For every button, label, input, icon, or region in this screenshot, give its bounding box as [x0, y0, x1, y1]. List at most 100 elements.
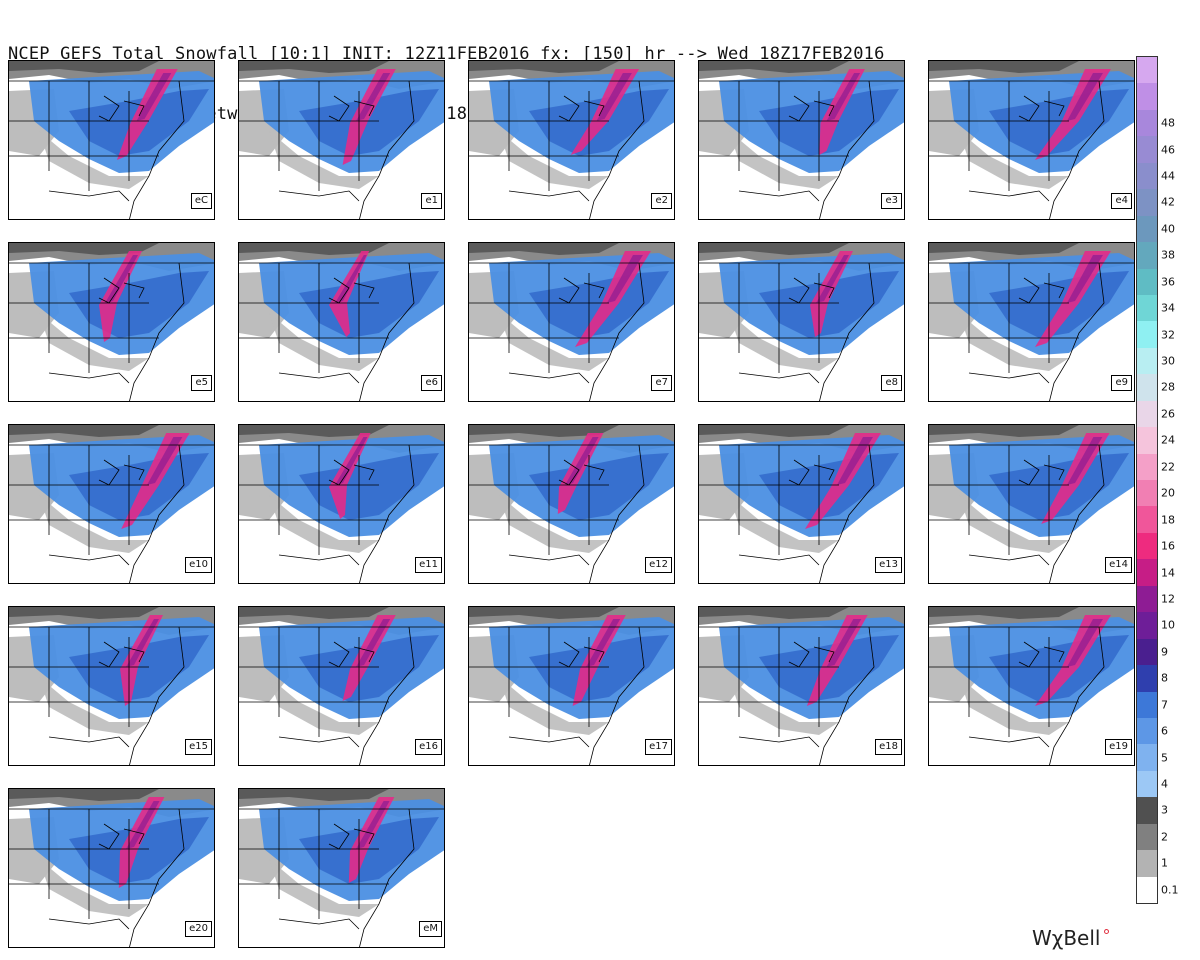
- snow-heavy-core: [356, 619, 391, 667]
- great-lakes: [353, 282, 375, 299]
- member-label: e17: [645, 739, 672, 755]
- coastline-east: [129, 262, 185, 401]
- colorbar-segment: [1137, 665, 1157, 692]
- great-lakes: [1018, 95, 1040, 122]
- colorbar-tick-label: 5: [1161, 751, 1168, 765]
- coastline-gulf: [278, 736, 360, 748]
- colorbar-segment: [1137, 189, 1157, 216]
- coastline-gulf: [508, 190, 590, 202]
- colorbar-tick-label: 1: [1161, 856, 1168, 870]
- snow-south-gray: [269, 677, 379, 735]
- snowfall-map: [469, 243, 674, 401]
- snow-heavy-band: [120, 615, 163, 706]
- snow-heavy-band: [819, 69, 865, 155]
- snow-canada-dark: [9, 61, 159, 73]
- snow-south-gray: [959, 313, 1069, 371]
- ensemble-panel-e7: e7: [468, 242, 675, 402]
- snow-south-gray: [729, 313, 839, 371]
- great-lakes: [583, 100, 605, 117]
- coastline-gulf: [738, 736, 820, 748]
- snow-heavy-band: [329, 433, 371, 519]
- snow-heavy-band: [810, 251, 853, 337]
- snow-blue-core: [69, 817, 209, 884]
- coastline-gulf: [738, 554, 820, 566]
- ensemble-panel-e13: e13: [698, 424, 905, 584]
- snow-heavy-core: [136, 73, 172, 121]
- member-label: e6: [421, 375, 442, 391]
- snow-blue-core: [989, 453, 1129, 520]
- colorbar-segment: [1137, 453, 1157, 480]
- colorbar-tick-label: 10: [1161, 618, 1175, 632]
- member-label: e10: [185, 557, 212, 573]
- snow-canada-dark: [469, 61, 619, 73]
- colorbar-tick-label: 44: [1161, 169, 1175, 183]
- snow-south-gray: [269, 495, 379, 553]
- colorbar-tick-label: 26: [1161, 407, 1175, 421]
- great-lakes: [328, 641, 350, 668]
- snowfall-map: [9, 243, 214, 401]
- ensemble-panel-e19: e19: [928, 606, 1135, 766]
- snow-south-gray: [959, 677, 1069, 735]
- snow-canada-dark: [929, 61, 1079, 73]
- colorbar-segment: [1137, 374, 1157, 401]
- member-label: e8: [881, 375, 902, 391]
- snow-south-gray: [269, 131, 379, 189]
- colorbar-segment: [1137, 612, 1157, 639]
- colorbar-segment: [1137, 876, 1157, 903]
- great-lakes: [328, 277, 350, 304]
- snow-heavy-core: [607, 255, 643, 303]
- colorbar-tick-label: 40: [1161, 222, 1175, 236]
- snow-south-gray: [39, 859, 149, 917]
- snow-south-gray: [499, 495, 609, 553]
- coastline-gulf: [968, 736, 1050, 748]
- great-lakes: [353, 464, 375, 481]
- colorbar-segment: [1137, 268, 1157, 295]
- colorbar-segment: [1137, 638, 1157, 666]
- snowfall-map: [929, 243, 1134, 401]
- great-lakes: [558, 641, 580, 668]
- great-lakes: [788, 459, 810, 486]
- snow-canada-dark: [239, 61, 389, 73]
- ensemble-panel-e15: e15: [8, 606, 215, 766]
- colorbar-segment: [1137, 347, 1157, 375]
- snow-heavy-core: [837, 437, 873, 485]
- great-lakes: [788, 277, 810, 304]
- coastline-east: [129, 80, 185, 219]
- member-label: eC: [190, 193, 212, 209]
- colorbar-segment: [1137, 850, 1157, 877]
- snowfall-map: [699, 425, 904, 583]
- snow-blue-core: [299, 817, 439, 884]
- ensemble-panel-e20: e20: [8, 788, 215, 948]
- snowfall-map: [9, 425, 214, 583]
- snowfall-map: [239, 607, 444, 765]
- snow-heavy-band: [116, 69, 178, 160]
- snow-canada-dark: [699, 607, 849, 619]
- great-lakes: [123, 282, 145, 299]
- snow-blue-core: [69, 453, 209, 520]
- snow-heavy-core: [596, 73, 632, 121]
- colorbar-tick-label: 38: [1161, 248, 1175, 262]
- great-lakes: [328, 95, 350, 122]
- snow-blue-core: [759, 271, 899, 338]
- great-lakes: [1018, 641, 1040, 668]
- coastline-east: [819, 262, 875, 401]
- ensemble-panel-e14: e14: [928, 424, 1135, 584]
- snow-blue-core: [69, 635, 209, 702]
- snow-blue-core: [989, 271, 1129, 338]
- snow-heavy-core: [126, 801, 160, 849]
- snowfall-map: [929, 425, 1134, 583]
- coastline-east: [819, 626, 875, 765]
- colorbar-segment: [1137, 480, 1157, 507]
- colorbar-tick-label: 14: [1161, 566, 1175, 580]
- member-label: e7: [651, 375, 672, 391]
- coastline-gulf: [48, 918, 130, 930]
- coastline-gulf: [278, 372, 360, 384]
- snow-heavy-core: [1067, 255, 1103, 303]
- snow-heavy-band: [348, 797, 395, 883]
- brand-logo: WχBell °: [1032, 926, 1110, 950]
- colorbar-tick-label: 48: [1161, 116, 1175, 130]
- colorbar-tick-label: 16: [1161, 539, 1175, 553]
- member-label: eM: [419, 921, 442, 937]
- member-label: e5: [191, 375, 212, 391]
- snowfall-map: [239, 61, 444, 219]
